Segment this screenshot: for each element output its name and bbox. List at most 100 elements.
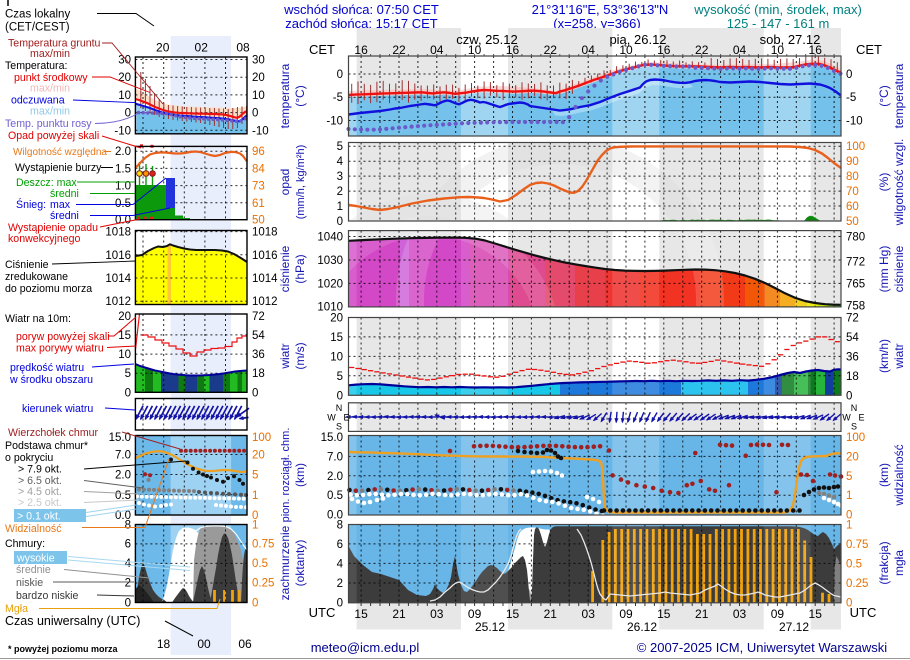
svg-text:średni: średni (50, 188, 79, 200)
svg-text:1010: 1010 (317, 302, 343, 314)
svg-text:o pokryciu: o pokryciu (5, 452, 53, 464)
svg-text:4: 4 (337, 156, 344, 168)
svg-text:780: 780 (846, 232, 865, 244)
svg-text:1014: 1014 (105, 273, 131, 285)
svg-text:1018: 1018 (105, 227, 131, 239)
svg-text:-10: -10 (252, 125, 269, 137)
svg-text:Chmury:: Chmury: (5, 538, 45, 550)
svg-text:1016: 1016 (252, 250, 278, 262)
svg-text:1012: 1012 (252, 296, 278, 308)
svg-text:pią, 26.12: pią, 26.12 (609, 32, 666, 47)
svg-text:10: 10 (468, 43, 482, 57)
svg-text:20: 20 (252, 72, 265, 84)
svg-text:S: S (851, 422, 857, 432)
svg-text:(°C): (°C) (293, 85, 307, 106)
svg-text:27.12: 27.12 (779, 620, 809, 634)
svg-text:Podstawa chmur*: Podstawa chmur* (5, 440, 88, 452)
svg-text:0: 0 (846, 69, 852, 81)
svg-text:15.0: 15.0 (109, 432, 131, 444)
svg-text:96: 96 (252, 146, 265, 158)
svg-text:(hPa): (hPa) (293, 254, 307, 283)
svg-text:758: 758 (846, 301, 865, 313)
svg-text:0.0: 0.0 (115, 510, 131, 522)
svg-text:09: 09 (468, 607, 482, 621)
svg-text:Wystąpienie opadu: Wystąpienie opadu (8, 222, 98, 234)
svg-text:max/min: max/min (30, 106, 70, 118)
svg-text:18: 18 (157, 637, 171, 651)
svg-text:21: 21 (392, 607, 406, 621)
svg-text:wschód słońca: 07:50 CET: wschód słońca: 07:50 CET (283, 2, 439, 17)
svg-text:Wiatr na 10m:: Wiatr na 10m: (5, 313, 71, 325)
svg-text:50: 50 (846, 216, 859, 228)
svg-text:Temperatura gruntu: Temperatura gruntu (8, 38, 101, 50)
svg-text:(CET/CEST): (CET/CEST) (5, 22, 70, 34)
svg-text:1030: 1030 (317, 255, 343, 267)
svg-text:5: 5 (846, 471, 852, 483)
svg-text:03: 03 (733, 607, 747, 621)
svg-text:0: 0 (252, 387, 258, 399)
svg-text:Śnieg:: Śnieg: (16, 198, 46, 211)
svg-text:1018: 1018 (252, 227, 278, 239)
svg-text:do poziomu morza: do poziomu morza (5, 283, 92, 295)
svg-text:772: 772 (846, 257, 865, 269)
svg-text:-5: -5 (846, 92, 856, 104)
svg-text:15: 15 (118, 330, 131, 342)
svg-text:Temp. punktu rosy: Temp. punktu rosy (5, 118, 92, 130)
svg-text:0.25: 0.25 (846, 578, 868, 590)
svg-text:8: 8 (337, 520, 343, 532)
svg-text:0.5: 0.5 (327, 490, 343, 502)
svg-text:0.75: 0.75 (252, 539, 274, 551)
svg-text:10: 10 (330, 351, 343, 363)
svg-text:1: 1 (846, 520, 852, 532)
svg-text:70: 70 (846, 186, 859, 198)
svg-text:0: 0 (846, 390, 852, 402)
svg-text:> 7.9 okt.: > 7.9 okt. (18, 464, 62, 476)
svg-text:0: 0 (846, 598, 852, 610)
svg-text:meteo@icm.edu.pl: meteo@icm.edu.pl (311, 640, 420, 655)
svg-text:Czas lokalny: Czas lokalny (5, 9, 70, 21)
svg-text:* powyżej poziomu morza: * powyżej poziomu morza (8, 644, 119, 654)
svg-text:-10: -10 (846, 116, 863, 128)
svg-text:8: 8 (125, 520, 131, 532)
svg-text:100: 100 (846, 432, 865, 444)
svg-text:72: 72 (252, 311, 265, 323)
svg-text:W: W (842, 413, 851, 423)
svg-text:zachód słońca: 15:17 CET: zachód słońca: 15:17 CET (285, 16, 438, 31)
svg-text:16: 16 (657, 43, 671, 57)
svg-text:5: 5 (337, 141, 343, 153)
svg-text:(frakcja): (frakcja) (877, 541, 891, 584)
svg-text:-5: -5 (333, 92, 343, 104)
svg-text:5: 5 (125, 368, 131, 380)
svg-text:2.0: 2.0 (115, 146, 131, 158)
svg-text:poryw powyżej skali: poryw powyżej skali (16, 331, 110, 343)
svg-text:04: 04 (582, 43, 596, 57)
svg-text:max/min: max/min (30, 83, 70, 95)
svg-text:W: W (327, 413, 336, 423)
svg-text:0.25: 0.25 (252, 578, 274, 590)
svg-text:22: 22 (392, 43, 406, 57)
svg-text:pion. rozciągł. chm.: pion. rozciągł. chm. (280, 428, 292, 523)
svg-text:03: 03 (430, 607, 444, 621)
svg-text:wilgotność wzgl.: wilgotność wzgl. (892, 139, 906, 227)
svg-text:08: 08 (236, 41, 250, 55)
svg-text:© 2007-2025 ICM, Uniwersytet W: © 2007-2025 ICM, Uniwersytet Warszawski (637, 640, 888, 655)
svg-text:max porywy wiatru: max porywy wiatru (16, 343, 104, 355)
svg-text:36: 36 (846, 351, 859, 363)
svg-text:Widzialność: Widzialność (5, 523, 62, 535)
svg-text:6: 6 (337, 539, 343, 551)
svg-text:61: 61 (252, 198, 265, 210)
svg-text:kierunek wiatru: kierunek wiatru (22, 403, 93, 415)
svg-text:16: 16 (354, 43, 368, 57)
svg-text:(%): (%) (877, 173, 891, 192)
svg-text:100: 100 (846, 141, 865, 153)
svg-text:3: 3 (337, 171, 343, 183)
svg-text:prędkość wiatru: prędkość wiatru (10, 362, 84, 374)
svg-text:(km/h): (km/h) (877, 339, 891, 373)
svg-text:0: 0 (337, 216, 343, 228)
svg-text:15: 15 (657, 607, 671, 621)
svg-text:20: 20 (330, 313, 343, 325)
svg-text:średnie: średnie (16, 564, 51, 576)
svg-text:wiatr: wiatr (278, 343, 292, 369)
svg-text:> 0.1 okt.: > 0.1 okt. (17, 511, 61, 523)
svg-text:36: 36 (252, 349, 265, 361)
